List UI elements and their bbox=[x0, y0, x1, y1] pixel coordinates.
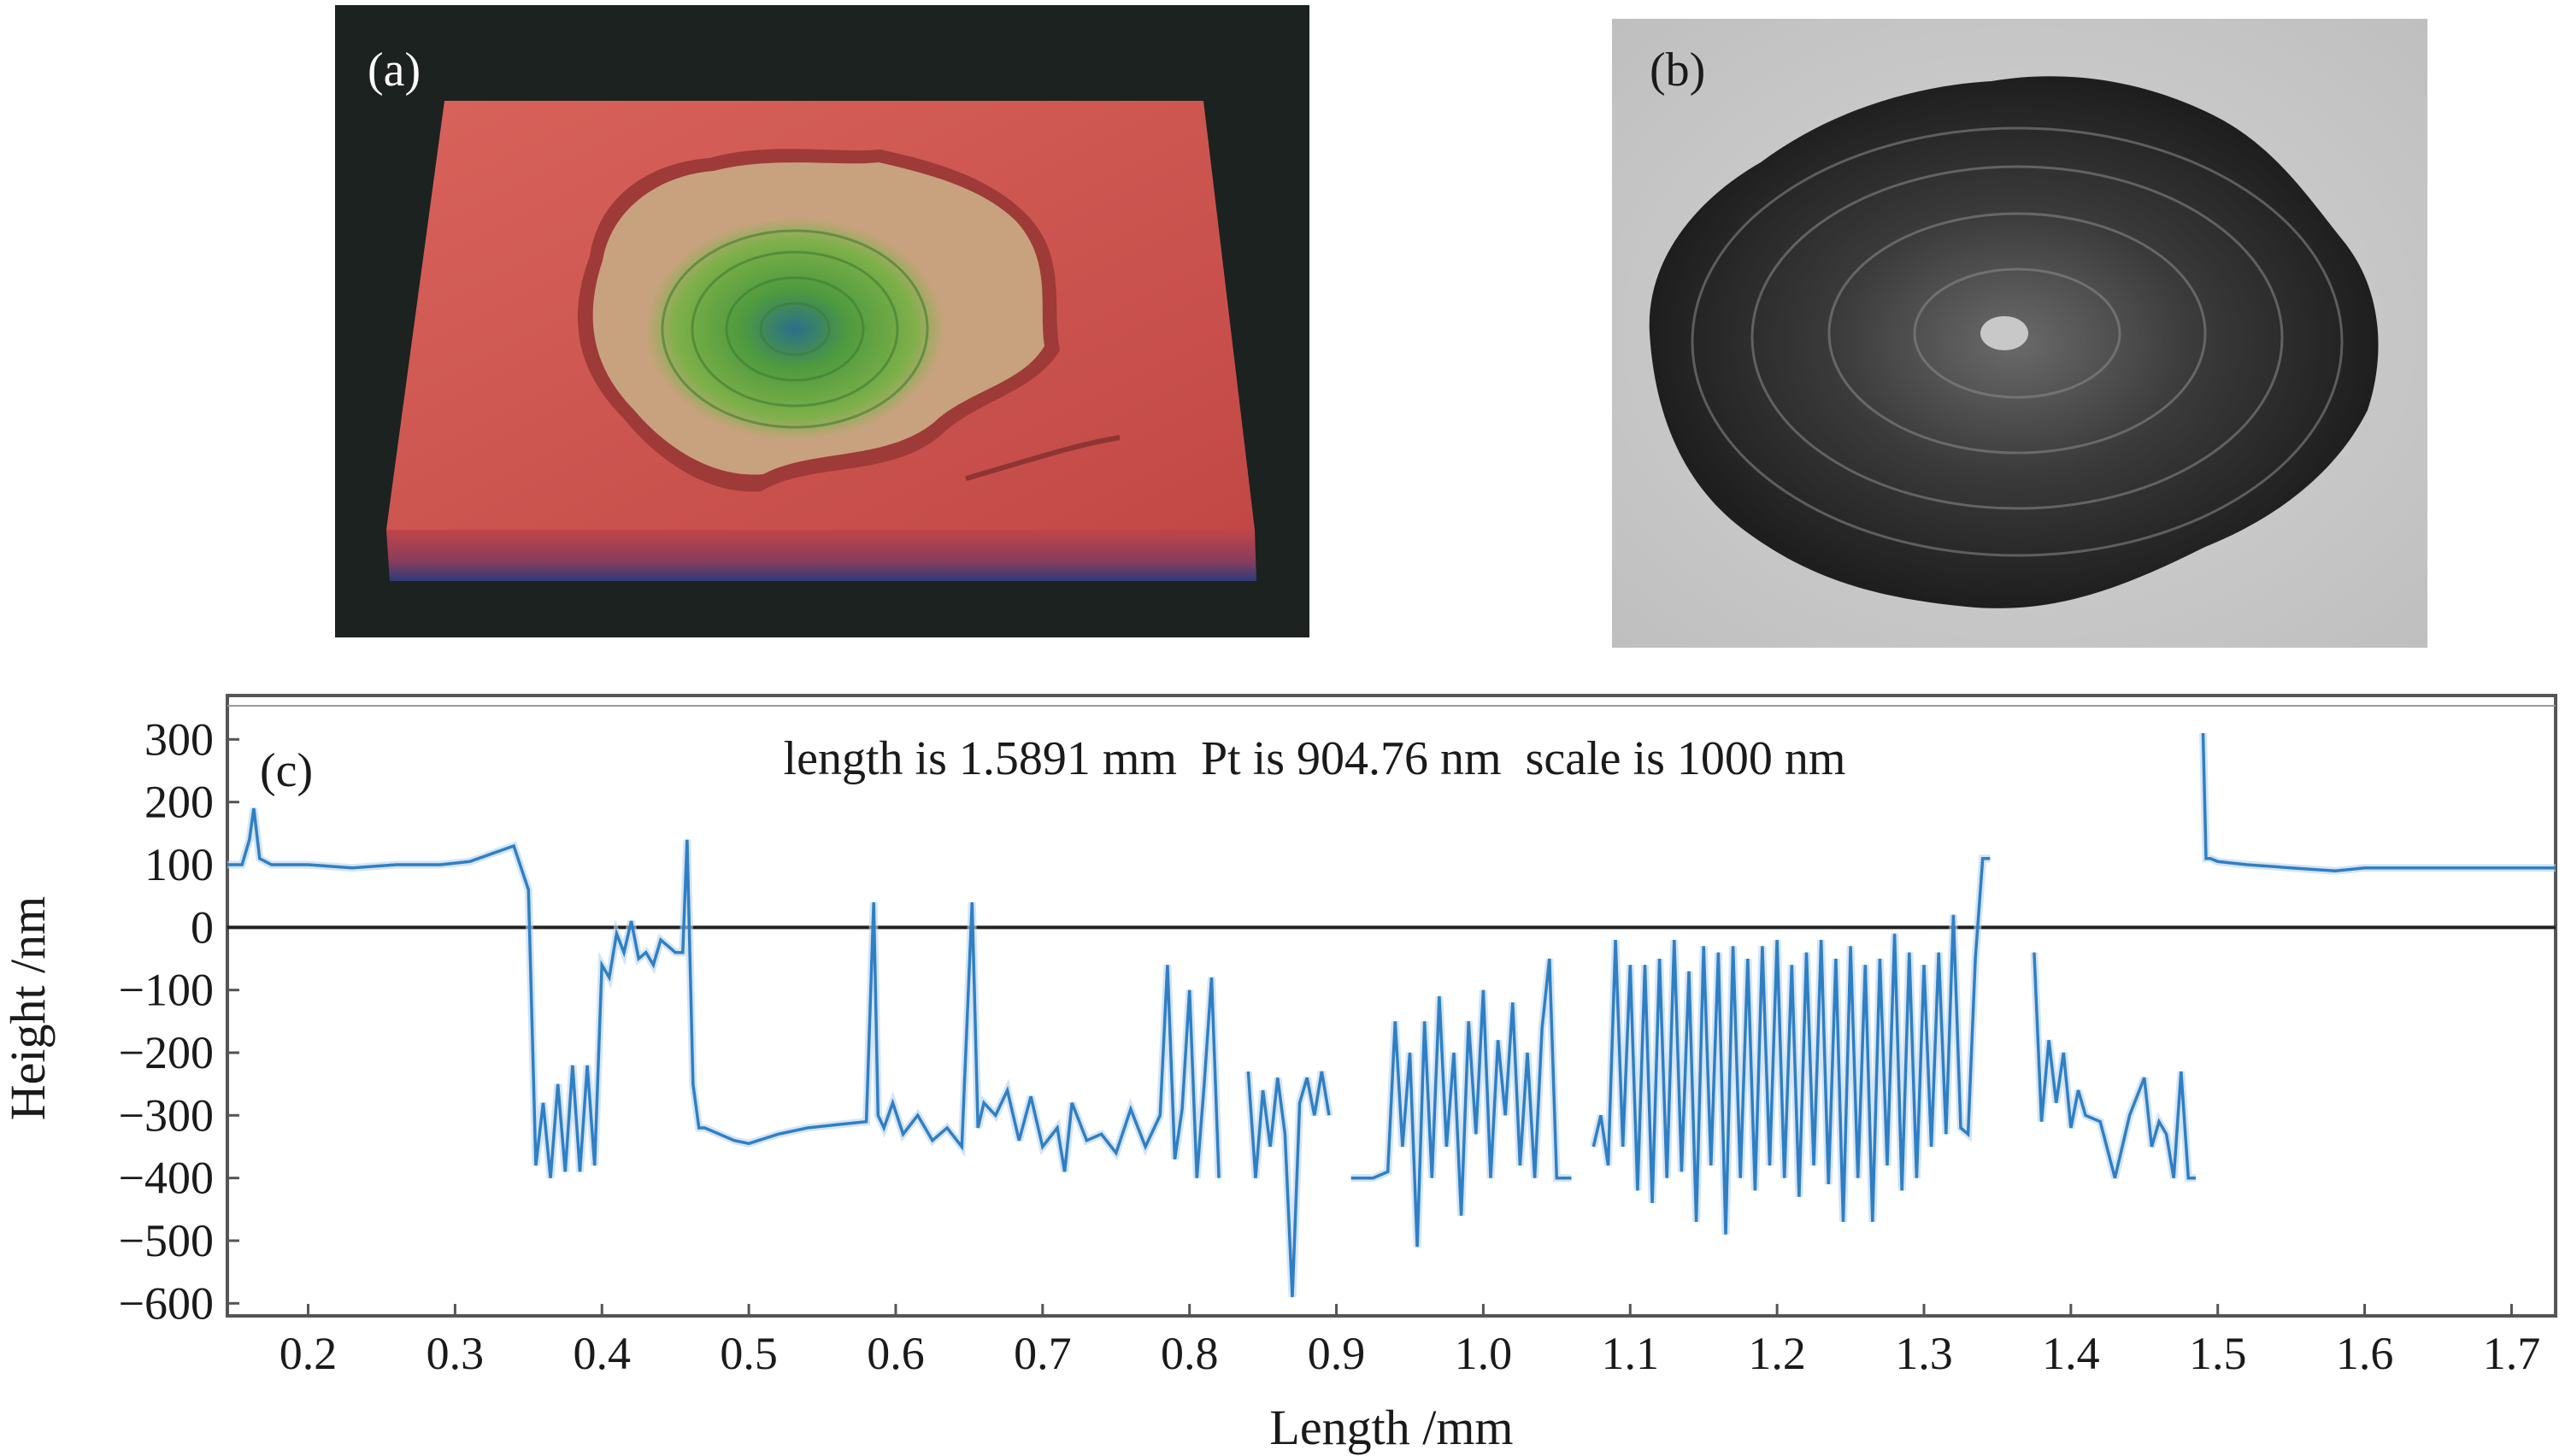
segment-4 bbox=[1591, 856, 1991, 1235]
x-tick-label: 1.1 bbox=[1602, 1328, 1660, 1379]
y-axis: 300 200 100 0 −100 −200 −300 −400 −500 −600 bbox=[119, 713, 239, 1329]
panel-b-center-spot bbox=[1980, 316, 2028, 350]
panel-a-rings bbox=[661, 229, 929, 429]
x-tick-label: 0.2 bbox=[279, 1328, 338, 1379]
panel-a-crater-center bbox=[645, 218, 944, 440]
plot-frame bbox=[226, 694, 2557, 1318]
panel-b-rings bbox=[1691, 126, 2344, 557]
x-tick-label: 1.3 bbox=[1895, 1328, 1953, 1379]
segment-1 bbox=[227, 807, 1221, 1178]
x-tick-label: 1.4 bbox=[2042, 1328, 2100, 1379]
segment-3 bbox=[1350, 958, 1572, 1248]
segment-2 bbox=[1246, 1071, 1331, 1298]
y-axis-title: Height /nm bbox=[0, 896, 56, 1121]
chart-annotation: length is 1.5891 mm Pt is 904.76 nm scal… bbox=[784, 732, 1846, 785]
x-tick-label: 1.5 bbox=[2189, 1328, 2247, 1379]
x-tick-label: 1.0 bbox=[1455, 1328, 1513, 1379]
x-tick-label: 1.2 bbox=[1748, 1328, 1806, 1379]
x-tick-label: 0.8 bbox=[1161, 1328, 1219, 1379]
x-tick-label: 0.4 bbox=[573, 1328, 631, 1379]
y-tick-label: −300 bbox=[119, 1089, 214, 1141]
y-tick-label: −100 bbox=[119, 965, 214, 1016]
panel-c-label: (c) bbox=[260, 744, 313, 797]
panel-b-label: (b) bbox=[1650, 44, 1705, 97]
x-tick-label: 0.7 bbox=[1014, 1328, 1072, 1379]
y-tick-label: −600 bbox=[119, 1277, 214, 1329]
segment-5 bbox=[2033, 952, 2196, 1180]
x-tick-label: 1.7 bbox=[2483, 1328, 2541, 1379]
x-tick-label: 1.6 bbox=[2336, 1328, 2394, 1379]
y-tick-label: −200 bbox=[119, 1027, 214, 1078]
x-tick-label: 0.3 bbox=[427, 1328, 485, 1379]
x-axis-title: Length /mm bbox=[1269, 1400, 1513, 1455]
panel-a-scratch bbox=[965, 435, 1121, 481]
y-tick-label: −400 bbox=[119, 1153, 214, 1204]
y-tick-label: 0 bbox=[191, 901, 214, 953]
x-tick-label: 0.6 bbox=[867, 1328, 925, 1379]
height-profile bbox=[227, 732, 2556, 1298]
y-tick-label: 200 bbox=[144, 777, 214, 828]
segment-6 bbox=[2201, 732, 2556, 873]
panel-a-label: (a) bbox=[368, 44, 421, 97]
x-tick-label: 0.9 bbox=[1308, 1328, 1366, 1379]
panel-b: (b) bbox=[1612, 19, 2427, 648]
x-tick-label: 0.5 bbox=[720, 1328, 778, 1379]
x-axis: 0.2 0.3 0.4 0.5 0.6 0.7 0.8 0.9 1.0 1.1 1.2 1.3 1.4 1… bbox=[279, 1304, 2540, 1379]
y-tick-label: −500 bbox=[119, 1215, 214, 1266]
panel-a-surface-side bbox=[386, 530, 1256, 581]
y-tick-label: 300 bbox=[144, 713, 214, 765]
panel-a: (a) bbox=[335, 5, 1309, 637]
y-tick-label: 100 bbox=[144, 839, 214, 890]
